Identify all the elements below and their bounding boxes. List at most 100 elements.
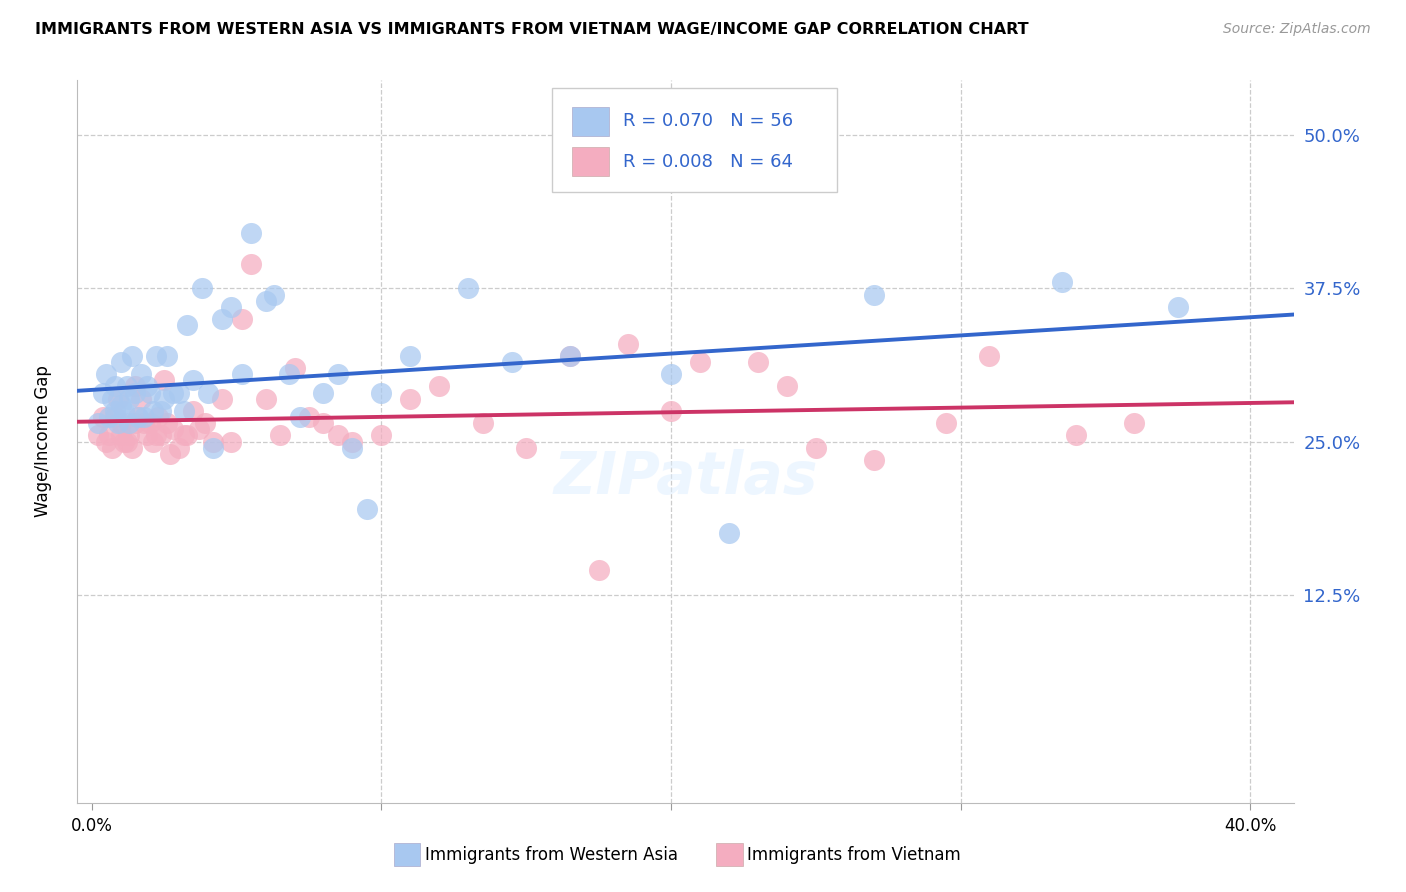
FancyBboxPatch shape bbox=[394, 843, 420, 866]
Point bbox=[176, 428, 198, 442]
Point bbox=[150, 428, 173, 442]
Point bbox=[263, 287, 285, 301]
FancyBboxPatch shape bbox=[551, 87, 838, 193]
Point bbox=[326, 428, 349, 442]
Text: Immigrants from Vietnam: Immigrants from Vietnam bbox=[748, 846, 962, 863]
Point bbox=[588, 563, 610, 577]
Point bbox=[290, 410, 312, 425]
Point bbox=[187, 422, 211, 436]
Point bbox=[121, 349, 143, 363]
Text: Immigrants from Western Asia: Immigrants from Western Asia bbox=[425, 846, 678, 863]
Point bbox=[979, 349, 1001, 363]
Point bbox=[110, 398, 132, 412]
Point bbox=[181, 373, 204, 387]
Point bbox=[173, 428, 195, 442]
Point bbox=[148, 410, 170, 425]
Point bbox=[1167, 300, 1189, 314]
Point bbox=[501, 355, 523, 369]
Point bbox=[96, 434, 118, 449]
Point bbox=[211, 392, 233, 406]
Point bbox=[935, 416, 957, 430]
Point bbox=[153, 373, 176, 387]
Text: 0.0%: 0.0% bbox=[70, 817, 112, 836]
Point bbox=[121, 441, 143, 455]
Text: R = 0.008   N = 64: R = 0.008 N = 64 bbox=[623, 153, 793, 171]
Point bbox=[194, 416, 217, 430]
Point bbox=[202, 441, 225, 455]
Point bbox=[659, 367, 682, 381]
Point bbox=[254, 392, 277, 406]
Point bbox=[326, 367, 349, 381]
Point bbox=[399, 349, 422, 363]
Text: IMMIGRANTS FROM WESTERN ASIA VS IMMIGRANTS FROM VIETNAM WAGE/INCOME GAP CORRELAT: IMMIGRANTS FROM WESTERN ASIA VS IMMIGRAN… bbox=[35, 22, 1029, 37]
Point bbox=[342, 441, 364, 455]
Point bbox=[138, 416, 160, 430]
Point bbox=[312, 385, 335, 400]
Text: R = 0.070   N = 56: R = 0.070 N = 56 bbox=[623, 112, 793, 130]
Point bbox=[717, 526, 740, 541]
Point bbox=[132, 416, 155, 430]
Point bbox=[1066, 428, 1088, 442]
Point bbox=[231, 367, 253, 381]
Point bbox=[98, 428, 121, 442]
Point bbox=[370, 428, 392, 442]
Point bbox=[471, 416, 494, 430]
Point bbox=[399, 392, 422, 406]
Point bbox=[370, 385, 392, 400]
Point bbox=[776, 379, 799, 393]
Point bbox=[219, 434, 242, 449]
Point bbox=[162, 385, 184, 400]
Point bbox=[689, 355, 711, 369]
Point bbox=[277, 367, 299, 381]
FancyBboxPatch shape bbox=[572, 147, 609, 177]
Point bbox=[115, 379, 138, 393]
Point bbox=[104, 404, 127, 418]
Point bbox=[129, 367, 152, 381]
Text: Wage/Income Gap: Wage/Income Gap bbox=[34, 366, 52, 517]
FancyBboxPatch shape bbox=[716, 843, 742, 866]
Point bbox=[862, 287, 884, 301]
Point bbox=[142, 404, 165, 418]
Point bbox=[142, 434, 165, 449]
Point bbox=[124, 379, 146, 393]
Point bbox=[107, 416, 129, 430]
Point bbox=[110, 355, 132, 369]
Point bbox=[312, 416, 335, 430]
Point bbox=[298, 410, 321, 425]
Point bbox=[616, 336, 638, 351]
Point bbox=[98, 410, 121, 425]
Point bbox=[124, 416, 146, 430]
Text: 40.0%: 40.0% bbox=[1223, 817, 1277, 836]
Point bbox=[127, 410, 149, 425]
Point bbox=[156, 416, 179, 430]
Point bbox=[115, 434, 138, 449]
Point bbox=[135, 379, 157, 393]
Text: ZIPatlas: ZIPatlas bbox=[553, 450, 818, 506]
Point bbox=[167, 441, 190, 455]
Point bbox=[112, 434, 135, 449]
Point bbox=[93, 410, 115, 425]
Point bbox=[101, 441, 124, 455]
Point bbox=[342, 434, 364, 449]
Point bbox=[197, 385, 219, 400]
Point bbox=[1050, 276, 1073, 290]
Point bbox=[138, 385, 160, 400]
Point bbox=[124, 385, 146, 400]
Point bbox=[254, 293, 277, 308]
Point bbox=[804, 441, 827, 455]
Point bbox=[107, 392, 129, 406]
Point bbox=[86, 428, 108, 442]
Point bbox=[219, 300, 242, 314]
Point bbox=[269, 428, 291, 442]
Point bbox=[118, 428, 141, 442]
Point bbox=[110, 428, 132, 442]
Point bbox=[156, 349, 179, 363]
Point bbox=[110, 416, 132, 430]
Point bbox=[153, 392, 176, 406]
Point bbox=[112, 404, 135, 418]
Point bbox=[211, 312, 233, 326]
Point bbox=[747, 355, 769, 369]
Point bbox=[104, 410, 127, 425]
Point bbox=[86, 416, 108, 430]
Point bbox=[101, 392, 124, 406]
